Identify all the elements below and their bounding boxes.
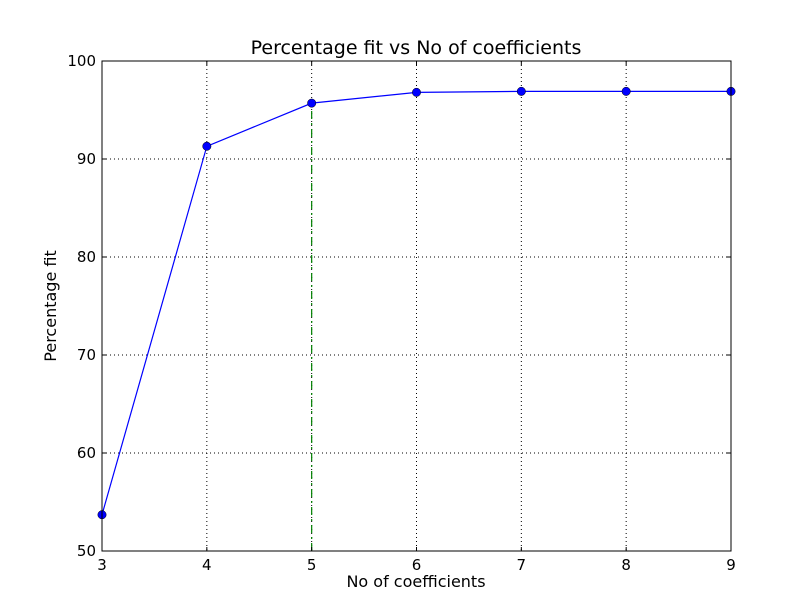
y-tick-label: 90	[77, 150, 96, 168]
x-tick-label: 7	[517, 556, 527, 574]
x-tick-label: 6	[412, 556, 422, 574]
y-tick-label: 70	[77, 346, 96, 364]
x-axis-label: No of coefficients	[346, 572, 485, 591]
y-axis-label: Percentage fit	[41, 250, 60, 361]
x-tick-label: 9	[726, 556, 736, 574]
x-tick-label: 3	[97, 556, 107, 574]
chart-title: Percentage fit vs No of coefficients	[251, 37, 582, 59]
x-tick-label: 4	[202, 556, 212, 574]
data-point	[202, 141, 212, 151]
plot-area: 3 4 5 6 7 8 9 50 60 70 80 90 100	[67, 52, 735, 574]
x-tick-label: 8	[621, 556, 631, 574]
x-tick-label: 5	[307, 556, 317, 574]
data-point	[516, 86, 526, 96]
y-tick-label: 80	[77, 248, 96, 266]
y-tick-label: 60	[77, 444, 96, 462]
y-tick-label: 50	[77, 542, 96, 560]
y-tick-label: 100	[67, 52, 96, 70]
data-point	[412, 87, 421, 97]
data-point	[307, 98, 317, 108]
data-point	[621, 86, 631, 96]
